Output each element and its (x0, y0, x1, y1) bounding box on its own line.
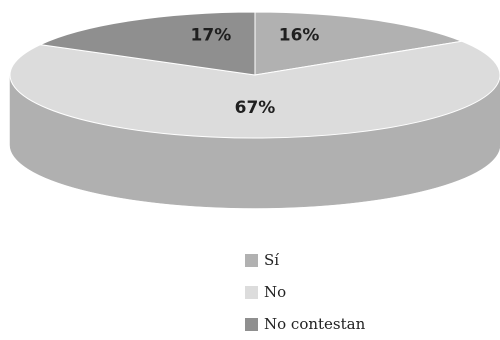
pie-chart: 16% 67% 17% (9, 11, 500, 209)
slice-label-no-contestan: 17% (191, 25, 232, 45)
legend-swatch-no-contestan (245, 317, 258, 331)
pie-slice-no (9, 40, 500, 139)
legend-swatch-si (245, 253, 258, 267)
legend-label-no-contestan: No contestan (264, 315, 366, 333)
legend-label-no: No (264, 283, 287, 301)
pie-slice-no-contestan (38, 11, 256, 76)
legend-item-no: No (245, 276, 365, 308)
legend-item-si: Sí (245, 244, 365, 276)
legend: Sí No No contestan (245, 244, 365, 340)
slice-label-no: 67% (235, 98, 276, 118)
pie-top (9, 11, 500, 139)
legend-swatch-no (245, 285, 258, 299)
legend-item-no-contestan: No contestan (245, 308, 365, 340)
pie-slice-si (254, 11, 464, 76)
slice-label-si: 16% (279, 25, 320, 45)
legend-label-si: Sí (264, 251, 280, 269)
